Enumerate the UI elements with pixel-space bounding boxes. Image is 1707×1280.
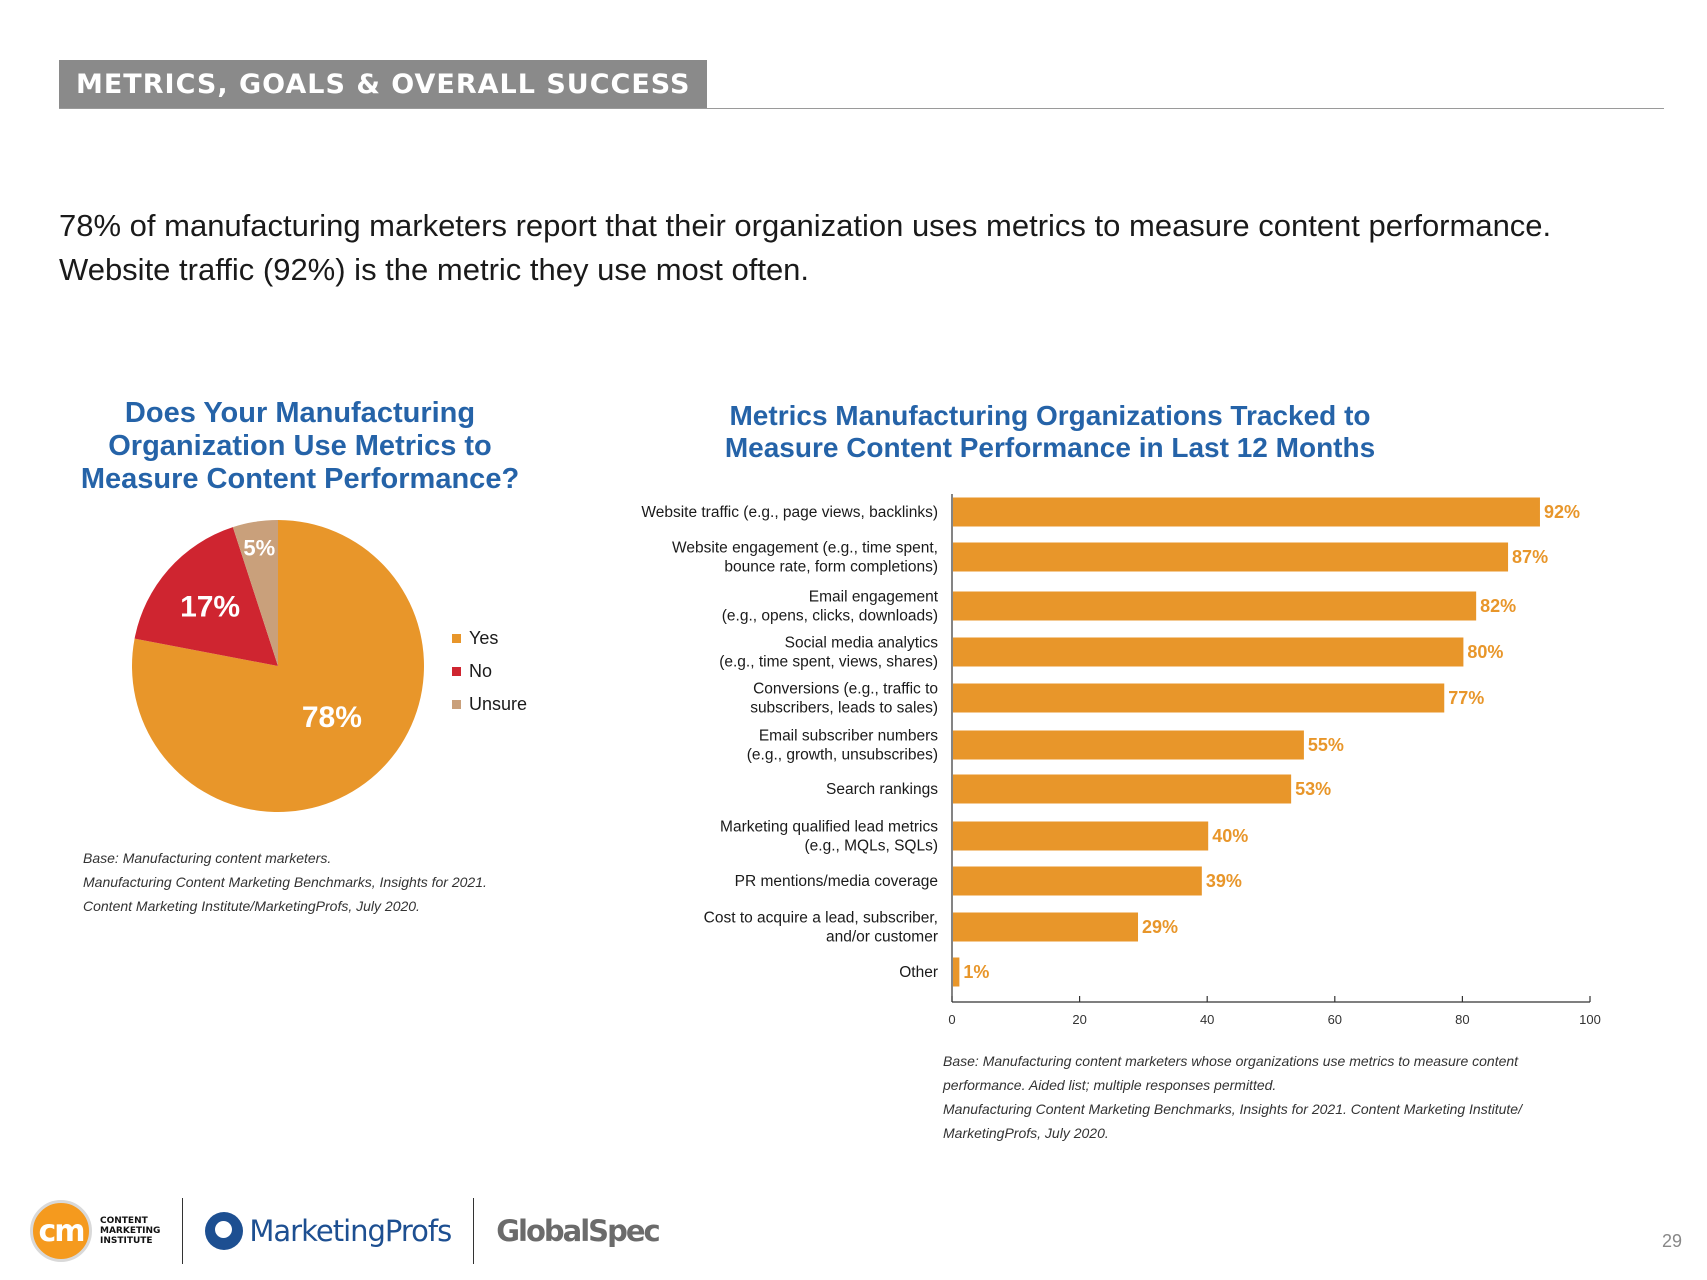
category-label: and/or customer: [826, 929, 938, 946]
bar: [953, 497, 1540, 527]
category-label: bounce rate, form completions): [724, 559, 938, 576]
pie-legend: Yes No Unsure: [452, 622, 527, 721]
bar: [953, 591, 1477, 621]
legend-item-no: No: [452, 655, 527, 688]
marketingprofs-icon: [205, 1212, 244, 1250]
headline: 78% of manufacturing marketers report th…: [59, 204, 1619, 292]
bar-value-label: 29%: [1142, 917, 1178, 937]
category-label: (e.g., opens, clicks, downloads): [722, 608, 938, 625]
category-label: Social media analytics: [785, 635, 939, 652]
bar-chart-source-note: Base: Manufacturing content marketers wh…: [943, 1049, 1583, 1145]
bar-value-label: 87%: [1512, 547, 1548, 567]
cmi-logo: cm CONTENT MARKETING INSTITUTE: [30, 1200, 160, 1262]
cmi-mark: cm: [30, 1200, 92, 1262]
marketingprofs-logo: MarketingProfs: [205, 1212, 452, 1250]
category-label: Email subscriber numbers: [759, 728, 938, 745]
pie-slice-unsure: [232, 520, 278, 666]
bar-title-line: Measure Content Performance in Last 12 M…: [724, 432, 1376, 463]
bar: [953, 912, 1139, 942]
x-tick-label: 100: [1579, 1012, 1601, 1027]
logo-divider: [473, 1198, 475, 1264]
legend-item-yes: Yes: [452, 622, 527, 655]
pie-slice-label: 17%: [180, 591, 240, 624]
x-tick-label: 0: [948, 1012, 955, 1027]
footer-logos: cm CONTENT MARKETING INSTITUTE Marketing…: [30, 1196, 661, 1266]
bar-value-label: 80%: [1467, 642, 1503, 662]
pie-slice-no: [134, 527, 278, 666]
category-label: Cost to acquire a lead, subscriber,: [704, 910, 938, 927]
category-label: Email engagement: [809, 589, 939, 606]
category-label: PR mentions/media coverage: [735, 873, 938, 890]
legend-label: Yes: [469, 628, 499, 648]
bar: [953, 542, 1509, 572]
headline-line-2: Website traffic (92%) is the metric they…: [59, 252, 810, 287]
legend-label: Unsure: [469, 694, 528, 714]
pie-chart-source-note: Base: Manufacturing content marketers. M…: [83, 846, 543, 918]
bar-value-label: 53%: [1295, 779, 1331, 799]
bar: [953, 683, 1445, 713]
x-tick-label: 20: [1072, 1012, 1086, 1027]
bar-chart-title: Metrics Manufacturing Organizations Trac…: [700, 400, 1400, 464]
headline-line-1: 78% of manufacturing marketers report th…: [59, 208, 1552, 243]
legend-swatch-unsure: [452, 700, 461, 709]
note-line: Manufacturing Content Marketing Benchmar…: [943, 1101, 1522, 1117]
category-label: (e.g., time spent, views, shares): [719, 654, 938, 671]
legend-swatch-no: [452, 667, 461, 676]
category-label: Search rankings: [826, 781, 938, 798]
category-label: Other: [899, 964, 938, 981]
page-number: 29: [1661, 1231, 1682, 1251]
category-label: (e.g., growth, unsubscribes): [747, 747, 938, 764]
category-label: subscribers, leads to sales): [750, 700, 938, 717]
category-label: Website traffic (e.g., page views, backl…: [641, 504, 938, 521]
cmi-wordmark: CONTENT MARKETING INSTITUTE: [100, 1216, 161, 1246]
bar-title-line: Metrics Manufacturing Organizations Trac…: [729, 400, 1371, 431]
category-label: Website engagement (e.g., time spent,: [672, 540, 938, 557]
legend-item-unsure: Unsure: [452, 688, 527, 721]
x-tick-label: 40: [1200, 1012, 1214, 1027]
category-label: Marketing qualified lead metrics: [720, 819, 938, 836]
x-tick-label: 80: [1455, 1012, 1469, 1027]
note-line: performance. Aided list; multiple respon…: [943, 1077, 1277, 1093]
bar-value-label: 39%: [1206, 871, 1242, 891]
pie-slice-label: 5%: [243, 535, 275, 560]
pie-title-line: Does Your Manufacturing: [124, 397, 476, 429]
bar: [953, 637, 1464, 667]
bar-value-label: 92%: [1544, 502, 1580, 522]
section-title: METRICS, GOALS & OVERALL SUCCESS: [59, 60, 708, 109]
pie-title-line: Organization Use Metrics to: [108, 430, 492, 462]
marketingprofs-wordmark: MarketingProfs: [249, 1214, 452, 1248]
legend-label: No: [469, 661, 493, 681]
pie-chart-title: Does Your Manufacturing Organization Use…: [60, 397, 540, 496]
bar: [953, 957, 960, 987]
legend-swatch-yes: [452, 634, 461, 643]
note-line: Manufacturing Content Marketing Benchmar…: [83, 874, 487, 890]
note-line: Content Marketing Institute/MarketingPro…: [83, 898, 420, 914]
x-tick-label: 60: [1328, 1012, 1342, 1027]
section-divider: [59, 108, 1664, 109]
globalspec-logo: GlobalSpec: [496, 1214, 660, 1248]
bar: [953, 774, 1292, 804]
logo-divider: [182, 1198, 184, 1264]
bar: [953, 821, 1209, 851]
category-label: (e.g., MQLs, SQLs): [804, 838, 938, 855]
bar: [953, 866, 1202, 896]
bar-value-label: 1%: [963, 962, 989, 982]
note-line: MarketingProfs, July 2020.: [943, 1125, 1109, 1141]
note-line: Base: Manufacturing content marketers.: [83, 850, 332, 866]
bar-value-label: 40%: [1212, 826, 1248, 846]
category-label: Conversions (e.g., traffic to: [753, 681, 938, 698]
bar-value-label: 77%: [1448, 688, 1484, 708]
pie-slice-label: 78%: [302, 701, 362, 734]
note-line: Base: Manufacturing content marketers wh…: [943, 1053, 1519, 1069]
bar-value-label: 55%: [1308, 735, 1344, 755]
bar-value-label: 82%: [1480, 596, 1516, 616]
pie-title-line: Measure Content Performance?: [80, 463, 520, 495]
bar: [953, 730, 1304, 760]
